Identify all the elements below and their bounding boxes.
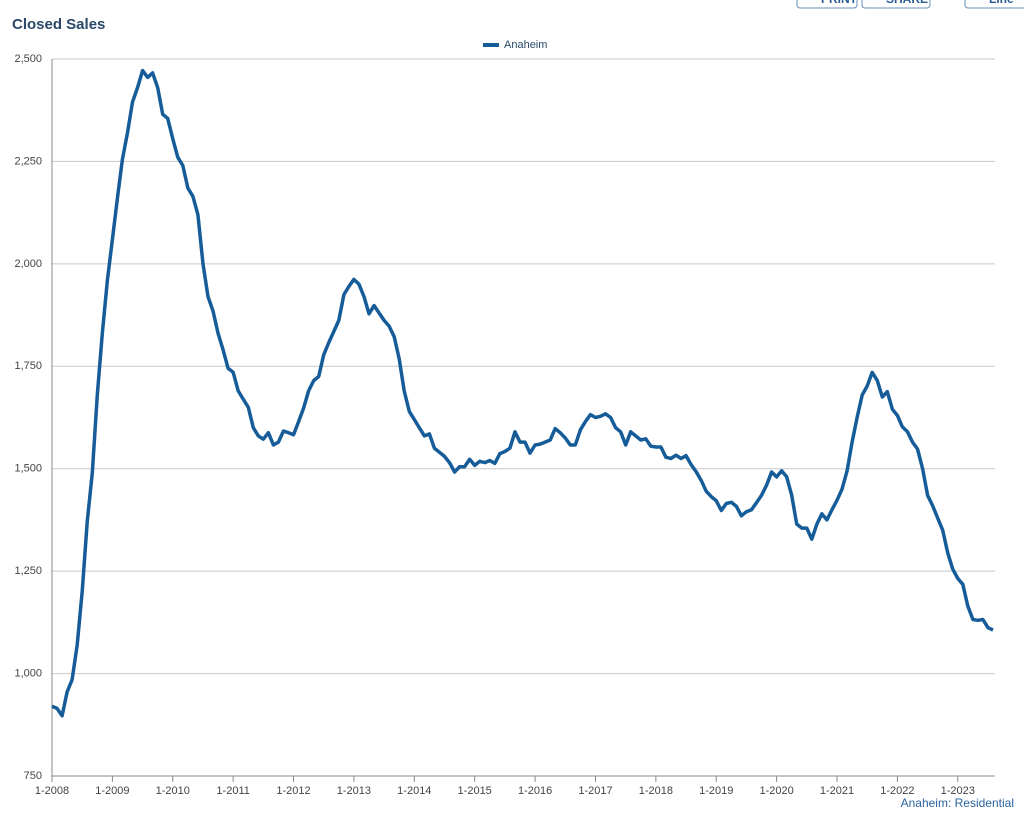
x-tick-label: 1-2021: [820, 785, 854, 797]
legend-label: Anaheim: [504, 39, 547, 51]
x-tick-label: 1-2017: [578, 785, 612, 797]
x-tick-label: 1-2008: [35, 785, 69, 797]
y-tick-label: 1,250: [14, 565, 42, 577]
y-tick-label: 1,000: [14, 667, 42, 679]
y-tick-label: 2,500: [14, 53, 42, 65]
x-tick-label: 1-2014: [397, 785, 431, 797]
toolbar-button[interactable]: [796, 0, 858, 9]
y-tick-label: 750: [24, 770, 42, 782]
toolbar-button[interactable]: [861, 0, 931, 9]
y-tick-label: 1,750: [14, 360, 42, 372]
x-tick-label: 1-2023: [941, 785, 975, 797]
series-line: [51, 68, 994, 718]
x-tick-label: 1-2018: [639, 785, 673, 797]
x-tick-label: 1-2022: [880, 785, 914, 797]
toolbar-label: SHARE: [886, 0, 928, 6]
x-tick-label: 1-2010: [156, 785, 190, 797]
toolbar-label: PRINT: [821, 0, 858, 6]
x-tick-label: 1-2009: [95, 785, 129, 797]
x-tick-label: 1-2016: [518, 785, 552, 797]
y-tick-label: 2,250: [14, 155, 42, 167]
x-tick-label: 1-2020: [759, 785, 793, 797]
x-tick-label: 1-2013: [337, 785, 371, 797]
y-tick-label: 1,500: [14, 463, 42, 475]
footnote: Anaheim: Residential: [901, 796, 1014, 810]
x-tick-label: 1-2015: [458, 785, 492, 797]
y-tick-label: 2,000: [14, 258, 42, 270]
x-tick-label: 1-2012: [276, 785, 310, 797]
x-tick-label: 1-2011: [216, 785, 249, 797]
toolbar-label: Line: [989, 0, 1014, 6]
toolbar-button[interactable]: [964, 0, 1024, 9]
x-tick-label: 1-2019: [699, 785, 733, 797]
chart-title: Closed Sales: [12, 16, 105, 33]
